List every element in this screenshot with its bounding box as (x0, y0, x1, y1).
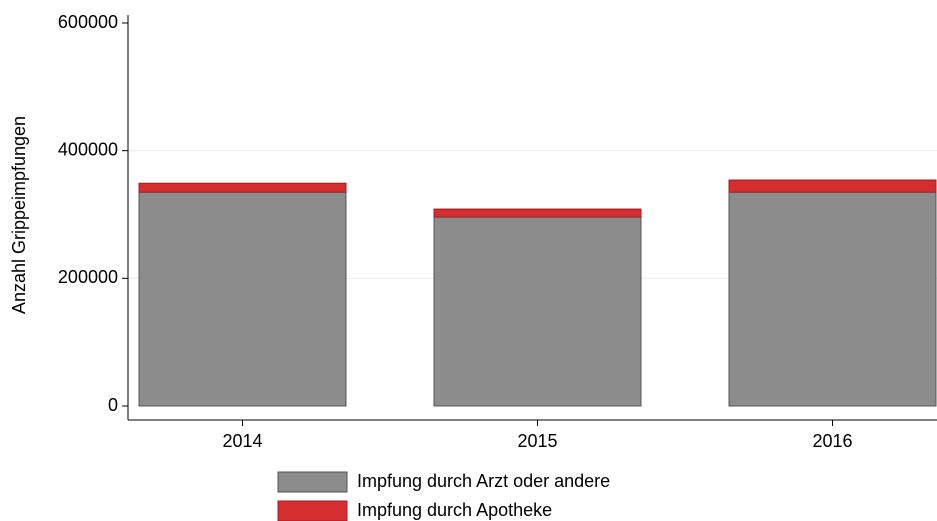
bar-segment (138, 191, 347, 407)
legend-label: Impfung durch Arzt oder andere (357, 471, 610, 491)
legend-swatch (277, 500, 348, 521)
y-tick-label: 200000 (58, 267, 118, 287)
y-axis-label: Anzahl Grippeimpfungen (9, 116, 29, 314)
legend-swatch (277, 471, 348, 493)
bar-segment (728, 179, 937, 193)
y-tick-label: 400000 (58, 139, 118, 159)
bar-segment (433, 216, 642, 407)
bar-segment (728, 191, 937, 407)
x-tick-label: 2016 (812, 431, 852, 451)
y-tick-label: 600000 (58, 12, 118, 32)
x-tick-label: 2015 (517, 431, 557, 451)
bar-segment (138, 182, 347, 193)
legend-label: Impfung durch Apotheke (357, 500, 552, 520)
x-tick-label: 2014 (222, 431, 262, 451)
bar-segment (433, 208, 642, 218)
y-tick-label: 0 (108, 395, 118, 415)
